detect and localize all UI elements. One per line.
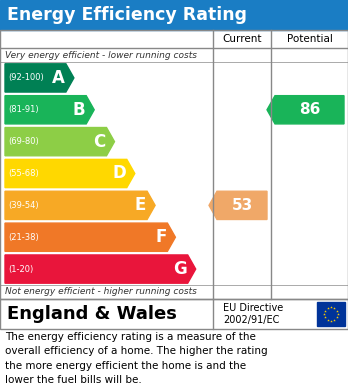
Bar bbox=[317, 302, 345, 326]
Text: EU Directive
2002/91/EC: EU Directive 2002/91/EC bbox=[223, 303, 283, 325]
Text: Potential: Potential bbox=[286, 34, 332, 44]
Bar bbox=[0, 299, 348, 329]
Text: Energy Efficiency Rating: Energy Efficiency Rating bbox=[7, 6, 247, 24]
Polygon shape bbox=[5, 191, 155, 219]
Text: F: F bbox=[155, 228, 166, 246]
Text: D: D bbox=[112, 165, 126, 183]
Text: 53: 53 bbox=[231, 198, 253, 213]
Polygon shape bbox=[5, 96, 94, 124]
Text: (55-68): (55-68) bbox=[8, 169, 39, 178]
Text: (21-38): (21-38) bbox=[8, 233, 39, 242]
Polygon shape bbox=[5, 64, 74, 92]
Polygon shape bbox=[5, 255, 196, 283]
Text: (39-54): (39-54) bbox=[8, 201, 39, 210]
Text: The energy efficiency rating is a measure of the
overall efficiency of a home. T: The energy efficiency rating is a measur… bbox=[5, 332, 268, 385]
Bar bbox=[0, 0, 348, 30]
Text: E: E bbox=[135, 196, 146, 214]
Text: G: G bbox=[173, 260, 187, 278]
Text: B: B bbox=[73, 101, 85, 119]
Text: 86: 86 bbox=[299, 102, 320, 117]
Polygon shape bbox=[5, 160, 135, 188]
Polygon shape bbox=[267, 96, 344, 124]
Polygon shape bbox=[5, 127, 114, 156]
Text: A: A bbox=[52, 69, 65, 87]
Text: Very energy efficient - lower running costs: Very energy efficient - lower running co… bbox=[5, 50, 197, 59]
Text: Not energy efficient - higher running costs: Not energy efficient - higher running co… bbox=[5, 287, 197, 296]
Text: (81-91): (81-91) bbox=[8, 105, 39, 114]
Text: (69-80): (69-80) bbox=[8, 137, 39, 146]
Text: (1-20): (1-20) bbox=[8, 265, 33, 274]
Text: England & Wales: England & Wales bbox=[7, 305, 177, 323]
Polygon shape bbox=[5, 223, 175, 251]
Text: C: C bbox=[93, 133, 105, 151]
Polygon shape bbox=[209, 191, 267, 219]
Bar bbox=[0, 30, 348, 299]
Text: (92-100): (92-100) bbox=[8, 74, 44, 83]
Text: Current: Current bbox=[222, 34, 262, 44]
